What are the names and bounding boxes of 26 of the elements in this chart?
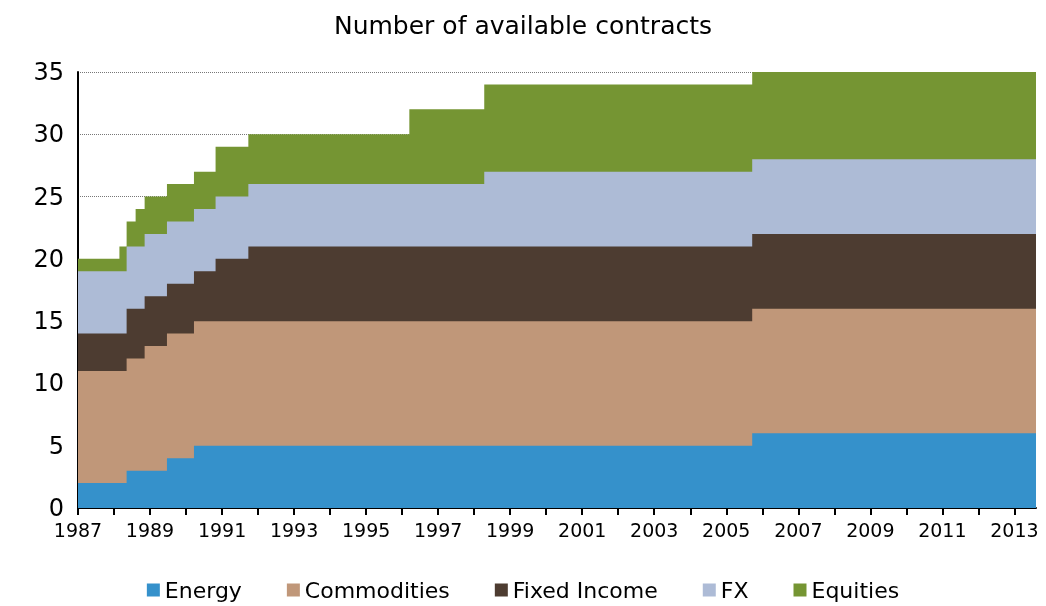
x-tick-label: 2009	[846, 518, 895, 541]
legend-label: Fixed Income	[512, 577, 658, 603]
x-tick-label: 1999	[486, 518, 535, 541]
x-tick-label: 2001	[558, 518, 607, 541]
x-tick-label: 1997	[413, 518, 463, 541]
y-tick-label: 20	[33, 244, 64, 273]
legend-label: Equities	[811, 577, 900, 603]
legend-label: Commodities	[304, 577, 450, 603]
y-tick-label: 35	[33, 58, 64, 86]
x-tick-label: 1989	[125, 518, 175, 541]
legend-label: Energy	[164, 577, 242, 603]
x-tick-label: 2003	[630, 518, 679, 541]
x-tick-label: 2005	[702, 518, 751, 541]
chart-title: Number of available contracts	[333, 11, 713, 40]
x-tick-label: 2013	[990, 518, 1039, 541]
legend-label: FX	[720, 577, 749, 603]
y-tick-label: 30	[33, 120, 64, 149]
x-tick-label: 1991	[197, 518, 247, 541]
y-tick-label: 15	[33, 307, 64, 336]
x-tick-label: 1995	[341, 518, 391, 541]
x-tick-label: 2007	[774, 518, 823, 541]
y-tick-label: 25	[33, 182, 64, 211]
y-tick-label: 10	[33, 369, 64, 398]
y-tick-label: 5	[48, 431, 64, 460]
x-tick-label: 2011	[918, 518, 967, 541]
x-tick-label: 1993	[269, 518, 319, 541]
